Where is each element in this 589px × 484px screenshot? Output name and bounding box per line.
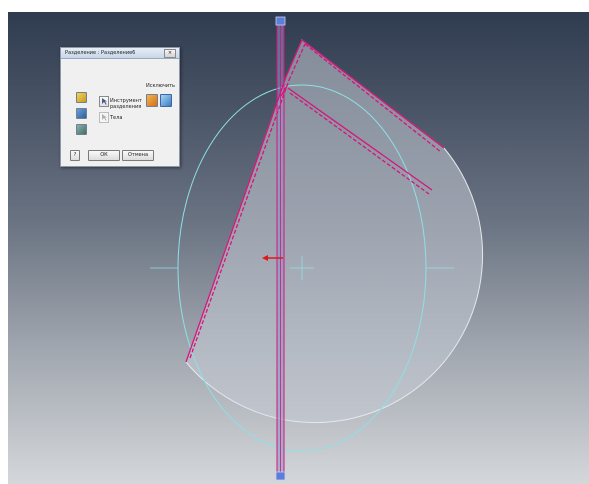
dialog-title-bar[interactable]: Разделение : Разделение6 × xyxy=(61,48,179,59)
bodies-select-button[interactable] xyxy=(99,112,109,123)
graphics-viewport[interactable]: Разделение : Разделение6 × Инструмент ра… xyxy=(8,12,589,484)
cursor-arrow-icon xyxy=(102,98,107,105)
cursor-arrow-icon xyxy=(102,114,107,121)
model-scene[interactable] xyxy=(8,12,589,484)
trim-solid-icon[interactable] xyxy=(76,108,87,119)
highlighted-edges xyxy=(185,39,445,363)
remove-label: Исключить xyxy=(146,83,175,89)
split-tool-select-button[interactable] xyxy=(99,96,109,107)
bodies-label: Тела xyxy=(110,115,123,121)
remove-left-side-icon[interactable] xyxy=(146,94,158,107)
ok-button[interactable]: ОК xyxy=(88,150,120,161)
cancel-button[interactable]: Отмена xyxy=(122,150,154,161)
remove-right-side-icon[interactable] xyxy=(160,94,172,107)
close-button[interactable]: × xyxy=(164,49,176,58)
split-face-icon[interactable] xyxy=(76,92,87,103)
split-dialog[interactable]: Разделение : Разделение6 × Инструмент ра… xyxy=(60,47,180,167)
split-tool-top-cap xyxy=(275,16,286,26)
dialog-title: Разделение : Разделение6 xyxy=(65,50,136,56)
split-solid-icon[interactable] xyxy=(76,124,87,135)
split-body[interactable] xyxy=(185,39,484,424)
split-tool-label-1: Инструмент xyxy=(110,98,142,104)
split-tool-bottom-cap xyxy=(275,471,286,481)
split-tool-label-2: разделения xyxy=(110,104,142,110)
help-button[interactable]: ? xyxy=(70,150,80,161)
split-direction-arrow[interactable] xyxy=(262,255,283,261)
